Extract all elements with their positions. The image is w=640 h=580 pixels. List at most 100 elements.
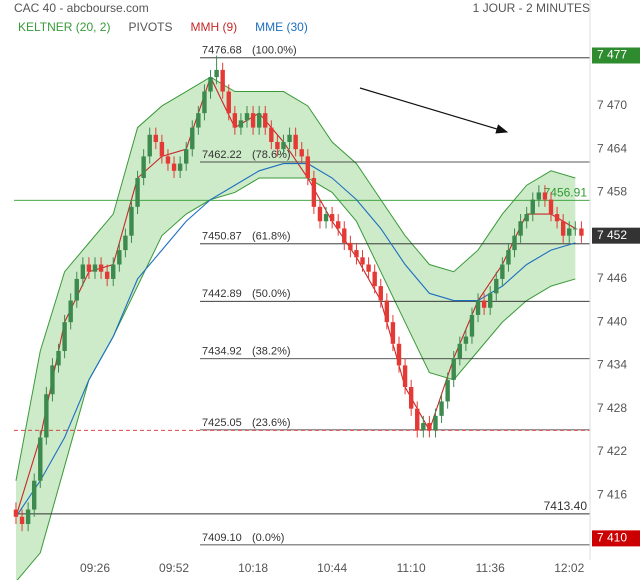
candle-body xyxy=(390,322,396,344)
candle-body xyxy=(226,91,231,114)
candle-body xyxy=(32,480,37,510)
candle-body xyxy=(536,192,542,200)
candle-body xyxy=(80,264,86,279)
candle-body xyxy=(433,415,438,431)
candle-body xyxy=(104,271,110,279)
y-tick-label: 7 428 xyxy=(597,401,627,415)
candle-body xyxy=(548,199,554,215)
candle-body xyxy=(238,120,244,128)
candle-body xyxy=(415,408,420,431)
candle-body xyxy=(117,250,122,265)
candle-body xyxy=(74,278,79,301)
candle-body xyxy=(153,134,158,142)
price-marker xyxy=(592,47,640,64)
candle-body xyxy=(263,113,268,128)
candle-body xyxy=(220,69,225,92)
trend-arrow xyxy=(359,87,509,134)
candle-body xyxy=(463,336,469,344)
fib-ratio: (38.2%) xyxy=(252,346,291,358)
candle-body xyxy=(469,314,475,337)
x-tick-label: 09:26 xyxy=(80,561,110,575)
candle-body xyxy=(506,250,511,265)
candle-body xyxy=(554,214,560,222)
fib-price: 7434.92 xyxy=(202,346,242,358)
keltner-band xyxy=(15,77,576,580)
candle-body xyxy=(159,141,165,157)
reference-label: 7413.40 xyxy=(544,499,588,513)
x-tick-label: 11:10 xyxy=(397,561,426,575)
candle-body xyxy=(524,214,529,222)
price-marker xyxy=(592,530,640,547)
candle-body xyxy=(305,156,310,179)
candle-body xyxy=(147,134,152,157)
candle-body xyxy=(293,134,298,150)
candle-body xyxy=(560,221,566,236)
candle-body xyxy=(323,214,329,222)
candle-body xyxy=(111,264,116,279)
candle-body xyxy=(208,77,213,92)
candle-body xyxy=(488,293,493,308)
candle-body xyxy=(530,199,535,215)
candle-body xyxy=(135,178,140,207)
fib-price: 7409.10 xyxy=(202,532,242,544)
candle-body xyxy=(141,156,146,179)
candle-body xyxy=(512,235,517,251)
candle-body xyxy=(329,214,335,222)
price-marker-label: 7 452 xyxy=(597,228,627,242)
candle-body xyxy=(378,286,383,301)
candle-body xyxy=(317,206,323,222)
candle-body xyxy=(348,242,353,251)
candle-body xyxy=(275,141,280,150)
candle-body xyxy=(62,322,67,351)
candle-body xyxy=(567,228,572,236)
y-tick-label: 7 470 xyxy=(597,98,627,112)
fib-ratio: (0.0%) xyxy=(252,532,284,544)
candle-body xyxy=(171,163,177,171)
candle-body xyxy=(68,300,73,323)
period: 1 JOUR - 2 MINUTES xyxy=(473,1,590,15)
candle-body xyxy=(281,141,286,150)
candle-body xyxy=(250,113,256,128)
candle-body xyxy=(184,149,189,164)
candle-body xyxy=(402,365,408,388)
fib-ratio: (78.6%) xyxy=(252,149,291,161)
fib-ratio: (50.0%) xyxy=(252,288,291,300)
candle-body xyxy=(396,343,402,366)
y-tick-label: 7 434 xyxy=(597,358,627,372)
candle-body xyxy=(573,228,578,230)
candle-body xyxy=(44,394,49,438)
fib-ratio: (23.6%) xyxy=(252,417,291,429)
candle-body xyxy=(445,379,450,402)
candle-body xyxy=(256,113,262,128)
fib-price: 7425.05 xyxy=(202,417,242,429)
candle-body xyxy=(129,206,134,236)
candle-body xyxy=(457,343,462,359)
candle-body xyxy=(50,365,55,395)
candle-body xyxy=(481,300,487,308)
candle-body xyxy=(311,178,317,207)
x-tick-label: 10:44 xyxy=(317,561,347,575)
x-tick-label: 12:02 xyxy=(554,561,584,575)
candle-body xyxy=(244,113,250,121)
candle-body xyxy=(518,221,523,236)
candle-body xyxy=(494,278,499,294)
y-tick-label: 7 422 xyxy=(597,444,627,458)
candle-body xyxy=(165,156,171,164)
candle-body xyxy=(190,127,195,150)
candle-body xyxy=(336,221,341,229)
candle-body xyxy=(421,423,426,431)
candle-body xyxy=(366,264,371,272)
legend-entry: KELTNER (20, 2) xyxy=(18,20,110,34)
fib-price: 7450.87 xyxy=(202,231,242,243)
candle-body xyxy=(196,113,201,128)
fib-price: 7476.68 xyxy=(202,45,242,57)
candle-body xyxy=(86,264,92,272)
candle-body xyxy=(123,235,128,251)
candle-body xyxy=(214,69,219,78)
moving-average xyxy=(15,163,576,518)
fib-price: 7462.22 xyxy=(202,149,242,161)
candle-body xyxy=(475,300,481,315)
candle-body xyxy=(384,300,390,323)
site-title: CAC 40 - abcbourse.com xyxy=(14,1,149,15)
fib-price: 7442.89 xyxy=(202,288,242,300)
